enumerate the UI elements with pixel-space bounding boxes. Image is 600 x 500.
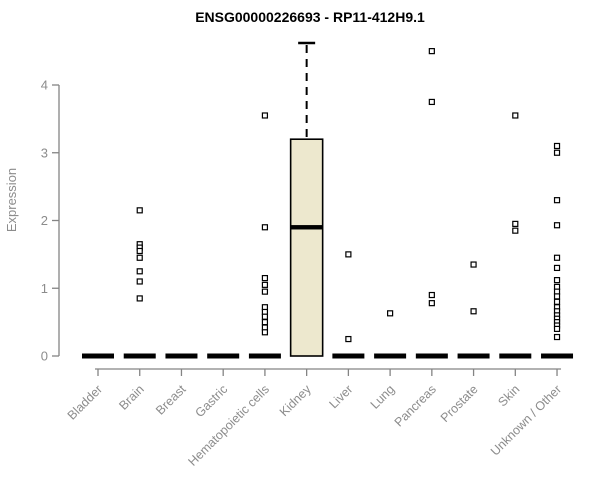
x-category-label: Liver <box>326 382 355 411</box>
outlier-point-unknown-other <box>553 254 561 261</box>
outlier-point-unknown-other <box>553 142 561 150</box>
zero-median-bar-prostate <box>457 353 490 359</box>
outlier-point-prostate <box>470 308 477 315</box>
x-category-label: Skin <box>495 382 522 409</box>
zero-median-bar-brain <box>123 353 156 359</box>
zero-median-bar-skin <box>499 353 532 359</box>
outlier-point-hematopoietic-cells <box>261 281 269 288</box>
outlier-point-pancreas <box>428 98 435 106</box>
outlier-point-unknown-other <box>553 149 561 156</box>
y-tick-label: 3 <box>41 145 48 160</box>
median-line-kidney <box>290 225 323 230</box>
zero-median-bar-breast <box>165 353 198 359</box>
outlier-point-brain <box>136 247 143 255</box>
outlier-point-hematopoietic-cells <box>261 329 269 336</box>
zero-median-bar-bladder <box>82 353 114 359</box>
outlier-point-pancreas <box>428 300 435 307</box>
outlier-point-liver <box>345 335 352 343</box>
y-tick-label: 0 <box>41 349 48 364</box>
outlier-point-unknown-other <box>553 325 561 332</box>
outlier-point-brain <box>136 207 143 214</box>
zero-median-bar-lung <box>374 353 407 359</box>
x-category-label: Kidney <box>277 382 314 419</box>
outlier-point-prostate <box>470 261 477 268</box>
x-category-label: Gastric <box>192 382 230 420</box>
x-category-label: Lung <box>368 382 398 412</box>
outlier-point-unknown-other <box>553 293 561 300</box>
outlier-point-brain <box>136 278 143 285</box>
outlier-point-unknown-other <box>553 333 561 341</box>
outlier-point-skin <box>512 112 519 119</box>
x-category-label: Bladder <box>65 382 105 422</box>
outlier-point-hematopoietic-cells <box>261 319 269 326</box>
outlier-point-brain <box>136 254 143 261</box>
zero-median-bar-pancreas <box>415 353 448 359</box>
x-category-label: Brain <box>116 382 147 413</box>
outlier-point-pancreas <box>428 48 435 55</box>
zero-median-bar-unknown-other <box>541 353 574 359</box>
x-category-label: Prostate <box>438 382 481 425</box>
x-category-label: Breast <box>153 382 189 418</box>
outlier-point-pancreas <box>428 291 435 299</box>
x-category-label: Unknown / Other <box>488 382 564 458</box>
x-category-label: Hematopoietic cells <box>185 382 272 469</box>
outlier-point-brain <box>136 268 143 275</box>
outlier-point-unknown-other <box>553 277 561 284</box>
outlier-point-hematopoietic-cells <box>261 313 269 320</box>
outlier-point-brain <box>136 295 143 302</box>
outlier-point-unknown-other <box>553 298 561 305</box>
y-tick-label: 1 <box>41 281 48 296</box>
outlier-point-hematopoietic-cells <box>261 224 269 231</box>
outlier-point-unknown-other <box>553 222 561 229</box>
outlier-point-lung <box>387 310 394 317</box>
zero-median-bar-gastric <box>207 353 240 359</box>
outlier-point-unknown-other <box>553 197 561 204</box>
outlier-point-hematopoietic-cells <box>261 288 269 295</box>
zero-median-bar-liver <box>332 353 365 359</box>
outlier-point-skin <box>512 227 519 234</box>
x-category-label: Pancreas <box>392 382 439 429</box>
zero-median-bar-hematopoietic-cells <box>248 353 281 359</box>
box-kidney <box>289 138 324 357</box>
outlier-point-skin <box>512 220 519 227</box>
outlier-point-hematopoietic-cells <box>261 274 269 282</box>
outlier-point-hematopoietic-cells <box>261 112 269 119</box>
outlier-point-liver <box>345 251 352 258</box>
outlier-point-unknown-other <box>553 264 561 272</box>
y-tick-label: 2 <box>41 213 48 228</box>
y-tick-label: 4 <box>41 78 48 93</box>
chart-title: ENSG00000226693 - RP11-412H9.1 <box>195 9 425 25</box>
